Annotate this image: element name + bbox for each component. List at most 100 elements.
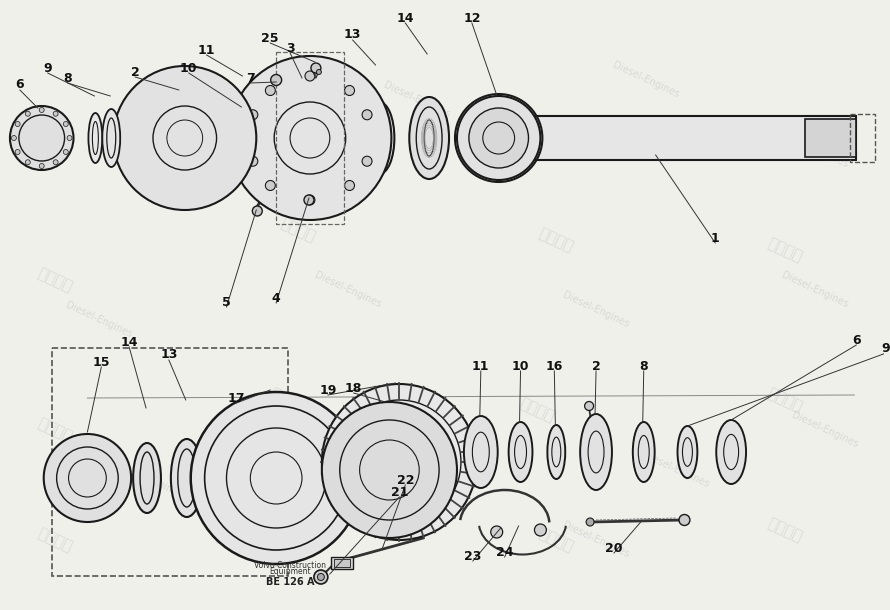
Circle shape [322, 402, 457, 538]
Circle shape [39, 163, 44, 168]
Ellipse shape [102, 109, 120, 167]
Circle shape [535, 524, 546, 536]
Circle shape [53, 111, 58, 117]
Text: 紧发动力: 紧发动力 [35, 415, 75, 445]
Ellipse shape [716, 420, 746, 484]
Text: 2: 2 [131, 65, 140, 79]
Text: 紧发动力: 紧发动力 [35, 265, 75, 295]
Circle shape [317, 70, 321, 74]
Text: 10: 10 [180, 62, 198, 74]
Circle shape [679, 514, 690, 525]
Text: Diesel-Engines: Diesel-Engines [124, 110, 194, 150]
Text: BE 126 A: BE 126 A [266, 577, 314, 587]
Circle shape [304, 195, 314, 205]
Text: Equipment: Equipment [270, 567, 311, 576]
Text: 紧发动力: 紧发动力 [765, 386, 805, 415]
Bar [331, 557, 352, 569]
Circle shape [229, 56, 392, 220]
Text: 24: 24 [496, 545, 514, 559]
Text: 2: 2 [592, 359, 601, 373]
Circle shape [271, 74, 281, 85]
Text: 紧发动力: 紧发动力 [537, 525, 576, 554]
Circle shape [585, 401, 594, 411]
Text: 紧发动力: 紧发动力 [537, 226, 576, 254]
Text: 紧发动力: 紧发动力 [279, 215, 318, 245]
Text: Diesel-Engines: Diesel-Engines [780, 130, 850, 170]
Text: 14: 14 [397, 12, 414, 24]
Text: 12: 12 [463, 12, 481, 24]
Circle shape [587, 518, 594, 526]
Text: 13: 13 [160, 348, 178, 362]
Text: 15: 15 [93, 356, 110, 368]
Text: 5: 5 [222, 295, 231, 309]
Circle shape [44, 434, 131, 522]
Circle shape [25, 111, 30, 117]
Text: 紧发动力: 紧发动力 [765, 515, 805, 545]
Circle shape [10, 106, 74, 170]
Text: Diesel-Engines: Diesel-Engines [114, 460, 184, 500]
Circle shape [265, 181, 275, 190]
Text: 17: 17 [228, 392, 245, 404]
Text: 6: 6 [852, 334, 861, 346]
Text: Diesel-Engines: Diesel-Engines [64, 300, 134, 340]
Ellipse shape [88, 113, 102, 163]
Circle shape [248, 156, 258, 167]
Circle shape [25, 160, 30, 165]
Circle shape [344, 85, 354, 96]
Text: 紧发动力: 紧发动力 [765, 235, 805, 265]
Circle shape [322, 384, 477, 540]
Text: 14: 14 [120, 336, 138, 348]
Text: 21: 21 [391, 486, 409, 498]
Text: 紧发动力: 紧发动力 [517, 395, 556, 425]
Text: Diesel-Engines: Diesel-Engines [214, 535, 283, 575]
Ellipse shape [231, 107, 255, 169]
Text: 9: 9 [44, 62, 52, 74]
Circle shape [12, 135, 16, 140]
Ellipse shape [409, 97, 449, 179]
Ellipse shape [508, 422, 532, 482]
Bar [805, 119, 856, 157]
Circle shape [39, 107, 44, 112]
Bar [850, 114, 875, 162]
Circle shape [67, 135, 72, 140]
Circle shape [190, 392, 361, 564]
Text: 20: 20 [605, 542, 623, 554]
Text: Diesel-Engines: Diesel-Engines [312, 270, 383, 310]
Ellipse shape [633, 422, 655, 482]
Circle shape [248, 110, 258, 120]
Text: Diesel-Engines: Diesel-Engines [789, 410, 860, 450]
Text: 4: 4 [271, 292, 280, 304]
Text: 22: 22 [397, 473, 414, 487]
Ellipse shape [464, 416, 498, 488]
Circle shape [490, 526, 503, 538]
Text: 9: 9 [882, 342, 890, 354]
Text: Diesel-Engines: Diesel-Engines [383, 80, 452, 120]
Ellipse shape [547, 425, 565, 479]
Bar [52, 348, 288, 576]
Bar [489, 116, 856, 160]
Text: Diesel-Engines: Diesel-Engines [561, 290, 631, 330]
Circle shape [53, 160, 58, 165]
Text: 紧发动力: 紧发动力 [35, 525, 75, 554]
Text: 18: 18 [345, 381, 362, 395]
Text: Diesel-Engines: Diesel-Engines [561, 520, 631, 560]
Circle shape [314, 570, 328, 584]
Text: Diesel-Engines: Diesel-Engines [641, 450, 710, 490]
Text: 11: 11 [198, 43, 215, 57]
Text: Diesel-Engines: Diesel-Engines [383, 440, 452, 480]
Text: Diesel-Engines: Diesel-Engines [611, 60, 681, 100]
Text: 紧发动力: 紧发动力 [269, 386, 308, 415]
Ellipse shape [365, 102, 394, 174]
Ellipse shape [134, 443, 161, 513]
Bar [276, 52, 344, 224]
Circle shape [63, 121, 69, 126]
Text: 8: 8 [639, 359, 648, 373]
Ellipse shape [171, 439, 203, 517]
Ellipse shape [677, 426, 698, 478]
Circle shape [15, 149, 20, 154]
Text: 13: 13 [344, 29, 361, 41]
Text: 16: 16 [546, 359, 563, 373]
Text: 19: 19 [320, 384, 336, 396]
Circle shape [265, 85, 275, 96]
Circle shape [311, 63, 321, 73]
